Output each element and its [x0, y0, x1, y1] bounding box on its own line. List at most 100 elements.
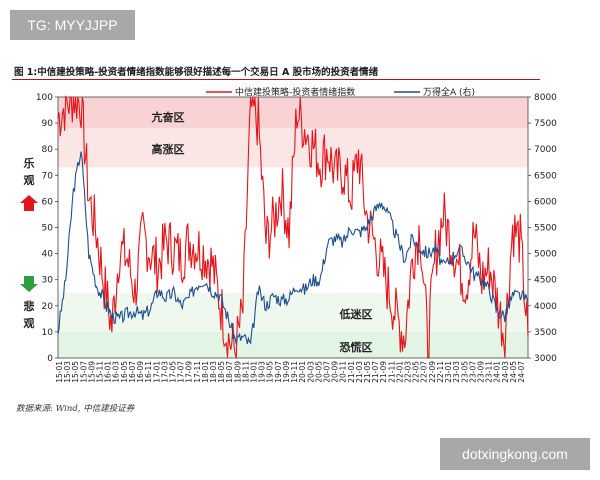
- right-tick-label: 5000: [534, 250, 557, 260]
- right-tick-label: 8000: [534, 93, 557, 103]
- right-tick-label: 3000: [534, 354, 557, 364]
- x-tick-label: 21-07: [371, 361, 380, 383]
- x-tick-label: 17-05: [168, 361, 177, 383]
- title-rule: [12, 79, 540, 80]
- series-blue-line: [57, 151, 529, 345]
- x-tick-label: 22-09: [428, 361, 437, 383]
- x-tick-label: 15-01: [55, 361, 64, 383]
- right-tick-label: 7000: [534, 145, 557, 155]
- left-tick-label: 30: [42, 276, 54, 286]
- x-tick-label: 16-05: [120, 361, 129, 383]
- side-label: 乐: [24, 156, 35, 170]
- x-tick-label: 20-03: [306, 361, 315, 383]
- watermark-top: TG: MYYJJPP: [10, 10, 135, 40]
- right-tick-label: 4500: [534, 276, 557, 286]
- x-tick-label: 15-03: [63, 361, 72, 383]
- x-tick-label: 17-09: [185, 361, 194, 383]
- zone-label: 低迷区: [339, 307, 373, 321]
- x-tick-label: 22-03: [404, 361, 413, 383]
- series-red-line: [57, 95, 529, 359]
- left-tick-label: 50: [42, 224, 54, 234]
- x-tick-label: 22-11: [436, 361, 445, 383]
- right-tick-label: 5500: [534, 224, 557, 234]
- x-tick-label: 20-11: [339, 361, 348, 383]
- x-tick-label: 20-07: [322, 361, 331, 383]
- x-tick-label: 15-07: [79, 361, 88, 383]
- series-line-sentiment: [57, 95, 529, 359]
- right-tick-label: 3500: [534, 328, 557, 338]
- right-tick-label: 6000: [534, 197, 557, 207]
- zone-label: 恐慌区: [340, 340, 373, 354]
- x-tick-label: 18-09: [233, 361, 242, 383]
- x-tick-label: 18-11: [241, 361, 250, 383]
- x-axis-ticks: 15-01 15-03 15-05 15-07 15-09 15-11 16-01 16-03…: [55, 361, 526, 383]
- x-tick-label: 17-07: [177, 361, 186, 383]
- x-tick-label: 24-01: [493, 361, 502, 383]
- x-tick-label: 20-09: [331, 361, 340, 383]
- x-tick-label: 22-05: [412, 361, 421, 383]
- x-tick-label: 20-01: [298, 361, 307, 383]
- x-tick-label: 23-07: [468, 361, 477, 383]
- left-tick-label: 10: [42, 328, 54, 338]
- up-arrow-icon: [20, 195, 38, 211]
- data-source: 数据来源: Wind, 中信建投证券: [16, 404, 135, 414]
- x-tick-label: 19-09: [282, 361, 291, 383]
- x-tick-label: 23-05: [460, 361, 469, 383]
- x-tick-label: 18-07: [225, 361, 234, 383]
- legend-label-wind-a: 万得全A (右): [423, 86, 475, 98]
- x-tick-label: 21-11: [387, 361, 396, 383]
- x-tick-label: 15-05: [71, 361, 80, 383]
- x-tick-label: 16-09: [136, 361, 145, 383]
- right-tick-label: 4000: [534, 302, 557, 312]
- right-tick-label: 7500: [534, 119, 557, 129]
- watermark-bottom: dotxingkong.com: [440, 438, 590, 470]
- x-tick-label: 15-09: [87, 361, 96, 383]
- x-tick-label: 19-01: [250, 361, 259, 383]
- x-tick-label: 18-05: [217, 361, 226, 383]
- left-tick-label: 60: [42, 197, 54, 207]
- figure-title: 图 1:中信建投策略-投资者情绪指数能够很好描述每一个交易日 A 股市场的投资者…: [14, 67, 379, 78]
- x-tick-label: 19-07: [274, 361, 283, 383]
- x-tick-label: 22-01: [395, 361, 404, 383]
- zone-label: 亢奋区: [152, 110, 185, 124]
- right-tick-label: 6500: [534, 171, 557, 181]
- x-tick-label: 17-11: [193, 361, 202, 383]
- x-tick-label: 21-03: [355, 361, 364, 383]
- x-tick-label: 24-05: [509, 361, 518, 383]
- x-tick-label: 18-01: [201, 361, 210, 383]
- x-tick-label: 20-05: [314, 361, 323, 383]
- x-tick-label: 23-03: [452, 361, 461, 383]
- left-tick-label: 100: [36, 93, 53, 103]
- x-tick-label: 19-03: [258, 361, 267, 383]
- x-tick-label: 17-01: [152, 361, 161, 383]
- left-tick-label: 80: [42, 145, 54, 155]
- x-tick-label: 16-03: [112, 361, 121, 383]
- x-tick-label: 21-09: [379, 361, 388, 383]
- left-tick-label: 20: [42, 302, 54, 312]
- left-tick-label: 40: [42, 250, 54, 260]
- zone-band-3: [58, 331, 528, 358]
- x-tick-label: 16-01: [104, 361, 113, 383]
- side-label: 观: [24, 317, 35, 330]
- x-tick-label: 21-05: [363, 361, 372, 383]
- down-arrow-icon: [20, 276, 38, 292]
- left-axis-ticks: 0 10 20 30 40 50 60 70 80 90 100: [36, 93, 58, 364]
- zone-band-2: [58, 292, 528, 332]
- x-tick-label: 15-11: [96, 361, 105, 383]
- x-tick-label: 24-07: [517, 361, 526, 383]
- x-tick-label: 16-11: [144, 361, 153, 383]
- x-tick-label: 23-09: [476, 361, 485, 383]
- x-tick-label: 24-03: [501, 361, 510, 383]
- x-tick-label: 23-11: [485, 361, 494, 383]
- series-line-wind-a: [57, 151, 529, 345]
- zone-bands: [58, 97, 528, 358]
- x-tick-label: 18-03: [209, 361, 218, 383]
- zone-label: 高涨区: [152, 142, 185, 156]
- zone-band-0: [58, 97, 528, 129]
- left-tick-label: 90: [42, 119, 54, 129]
- side-label: 观: [24, 174, 35, 187]
- zone-band-1: [58, 128, 528, 168]
- x-tick-label: 16-07: [128, 361, 137, 383]
